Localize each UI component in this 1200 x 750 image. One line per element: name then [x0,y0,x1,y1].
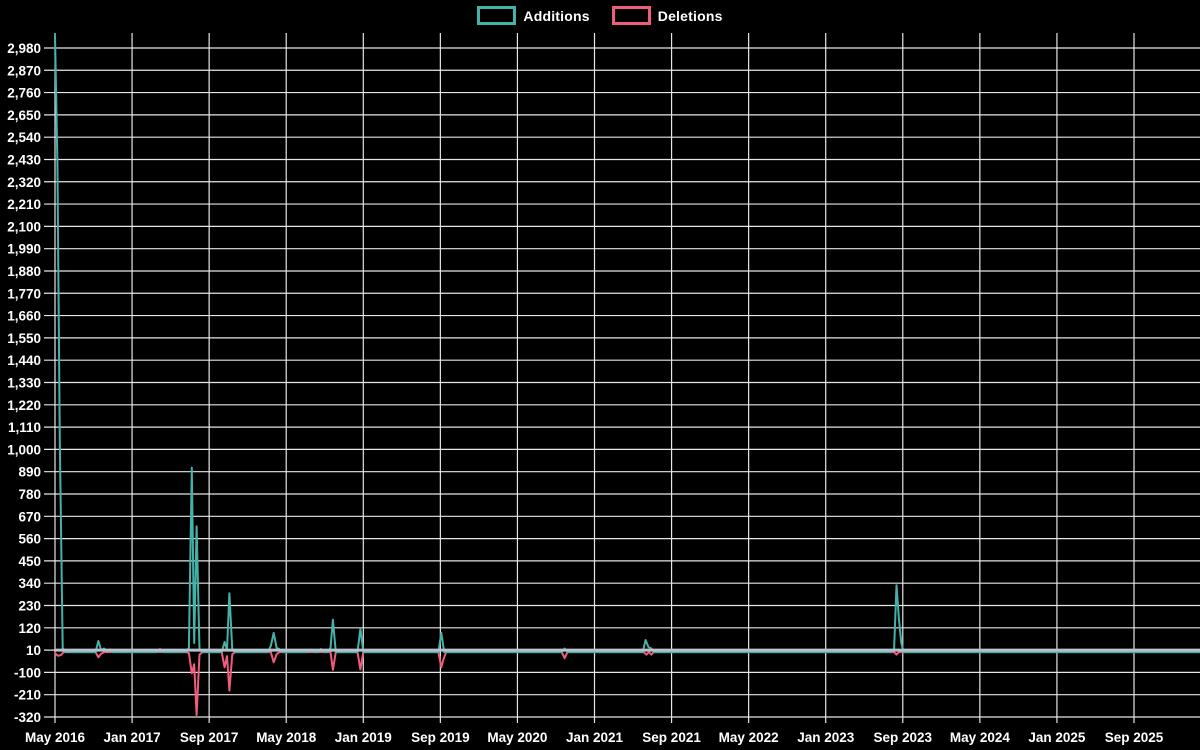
y-tick-label: 1,770 [7,286,41,301]
deletions-line [54,651,1200,716]
y-tick-label: 1,000 [7,442,41,457]
y-tick-label: 1,550 [7,331,41,346]
y-tick-label: -100 [14,665,41,680]
y-tick-label: 2,870 [7,63,41,78]
y-tick-label: 2,540 [7,130,41,145]
x-tick-label: Sep 2025 [1105,730,1164,745]
y-tick-label: 560 [18,532,41,547]
y-tick-label: 1,110 [8,420,41,435]
x-tick-label: Sep 2017 [180,730,239,745]
y-tick-label: 2,650 [7,108,41,123]
x-tick-label: Sep 2023 [874,730,933,745]
legend-label-additions: Additions [523,7,590,24]
additions-swatch-icon [477,6,517,25]
x-tick-label: Sep 2019 [411,730,470,745]
y-tick-label: 1,440 [7,353,41,368]
x-tick-label: May 2020 [487,730,547,745]
y-tick-label: 450 [18,554,41,569]
y-tick-label: 2,100 [7,219,41,234]
y-tick-label: 1,660 [7,309,41,324]
y-tick-label: 890 [18,465,41,480]
y-tick-label: 340 [18,576,41,591]
x-tick-label: Jan 2021 [566,730,624,745]
y-tick-label: 780 [18,487,41,502]
y-tick-label: 2,980 [7,41,41,56]
legend-item-additions[interactable]: Additions [477,6,590,25]
chart-legend: Additions Deletions [0,6,1200,25]
legend-item-deletions[interactable]: Deletions [611,6,723,25]
deletions-swatch-icon [611,6,651,25]
x-tick-label: Jan 2017 [104,730,161,745]
x-tick-label: Sep 2021 [642,730,701,745]
y-tick-label: 2,320 [7,175,41,190]
y-tick-label: -320 [14,710,41,725]
y-tick-label: 2,760 [7,86,41,101]
x-tick-label: May 2024 [950,730,1011,745]
y-tick-label: 230 [18,598,41,613]
y-tick-label: 670 [18,509,41,524]
y-tick-label: -210 [14,688,41,703]
x-tick-label: Jan 2025 [1028,730,1086,745]
legend-label-deletions: Deletions [657,7,723,24]
additions-line [54,34,1200,654]
y-tick-label: 1,220 [7,398,41,413]
x-tick-label: Jan 2023 [797,730,855,745]
x-tick-label: May 2018 [256,730,317,745]
x-tick-label: Jan 2019 [335,730,392,745]
x-tick-label: May 2016 [25,730,86,745]
y-tick-label: 1,330 [7,375,41,390]
y-tick-label: 10 [26,643,41,658]
y-tick-label: 2,210 [7,197,41,212]
y-tick-label: 1,990 [7,242,41,257]
y-tick-label: 120 [18,621,41,636]
x-tick-label: May 2022 [719,730,779,745]
y-tick-label: 1,880 [7,264,41,279]
y-tick-label: 2,430 [7,152,41,167]
